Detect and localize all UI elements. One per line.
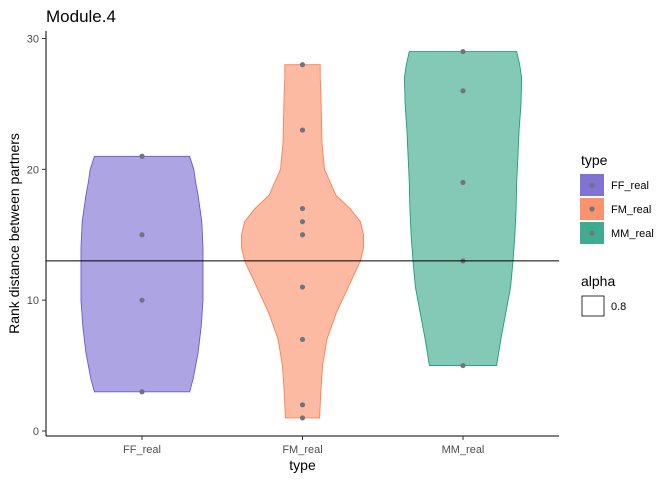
violin-FM_real <box>241 64 364 419</box>
legend-alpha-label: 0.8 <box>611 301 626 313</box>
legend-label-MM_real: MM_real <box>611 228 654 240</box>
point-FM_real-0 <box>299 62 306 68</box>
point-FF_real-0 <box>139 153 145 159</box>
point-FM_real-2 <box>299 205 306 212</box>
x-axis-title: type <box>289 457 316 473</box>
legend-alpha-key <box>581 295 605 317</box>
point-FM_real-3 <box>299 219 306 225</box>
point-MM_real-2 <box>460 179 466 186</box>
point-FM_real-1 <box>299 127 306 133</box>
point-MM_real-1 <box>460 88 466 94</box>
legend-label-FF_real: FF_real <box>611 180 649 192</box>
point-FM_real-7 <box>299 402 306 408</box>
point-FF_real-3 <box>139 389 145 395</box>
y-tick-label: 10 <box>27 295 39 307</box>
point-FM_real-5 <box>299 284 306 290</box>
y-tick-label: 30 <box>27 34 39 46</box>
legend-key-point-FF_real <box>589 182 595 188</box>
legend-label-FM_real: FM_real <box>611 204 651 216</box>
chart-title: Module.4 <box>46 7 116 26</box>
y-ticks: 0 10 20 30 <box>27 34 46 438</box>
point-FM_real-8 <box>299 415 306 421</box>
legend-items: FF_real FM_real MM_real <box>580 174 654 244</box>
x-tick-label: FM_real <box>282 444 322 456</box>
violin-MM_real <box>403 51 523 367</box>
point-MM_real-0 <box>460 48 466 55</box>
point-FF_real-1 <box>139 232 145 238</box>
legend-key-point-MM_real <box>589 230 595 236</box>
legend: type FF_real FM_real MM_real alpha 0.8 <box>580 152 654 317</box>
y-tick-label: 20 <box>27 164 39 176</box>
legend-type-title: type <box>581 152 608 168</box>
violin-FF_real <box>80 155 204 393</box>
x-tick-label: MM_real <box>442 444 485 456</box>
y-tick-label: 0 <box>33 426 39 438</box>
point-FM_real-4 <box>299 232 306 238</box>
point-FM_real-6 <box>299 336 306 343</box>
x-tick-label: FF_real <box>123 444 161 456</box>
x-ticks: FF_real FM_real MM_real <box>123 436 484 456</box>
y-axis-title: Rank distance between partners <box>6 133 22 334</box>
point-MM_real-4 <box>460 362 466 369</box>
plot-area <box>46 48 559 421</box>
legend-key-point-FM_real <box>589 206 595 212</box>
legend-alpha-title: alpha <box>581 273 615 289</box>
point-FF_real-2 <box>139 297 145 303</box>
